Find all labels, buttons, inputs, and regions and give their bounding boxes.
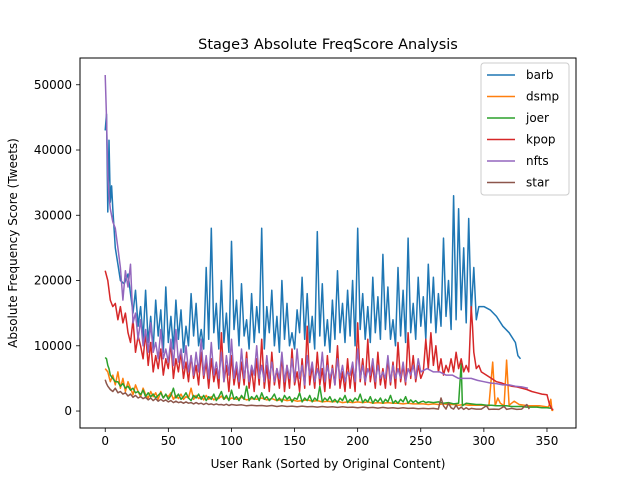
y-axis: 0 10000 20000 30000 40000 50000 bbox=[34, 78, 80, 418]
x-tick-label: 150 bbox=[283, 434, 306, 448]
y-axis-label: Absolute Frequency Score (Tweets) bbox=[6, 138, 20, 348]
legend-label-kpop: kpop bbox=[526, 133, 556, 147]
series-line-nfts bbox=[104, 74, 529, 389]
x-tick-label: 300 bbox=[472, 434, 495, 448]
series-line-kpop bbox=[104, 270, 554, 411]
x-axis-label: User Rank (Sorted by Original Content) bbox=[211, 457, 446, 471]
x-tick-label: 350 bbox=[536, 434, 559, 448]
x-axis: 0 50 100 150 200 250 300 350 bbox=[101, 428, 558, 448]
series-line-barb bbox=[104, 113, 522, 360]
legend-label-dsmp: dsmp bbox=[526, 90, 559, 104]
y-tick-label: 40000 bbox=[34, 143, 72, 157]
x-tick-label: 200 bbox=[346, 434, 369, 448]
legend-box bbox=[480, 62, 570, 196]
series-layer bbox=[104, 74, 554, 412]
x-tick-label: 250 bbox=[409, 434, 432, 448]
legend-label-nfts: nfts bbox=[526, 154, 549, 168]
y-tick-label: 10000 bbox=[34, 339, 72, 353]
y-tick-label: 50000 bbox=[34, 78, 72, 92]
plot-frame bbox=[79, 57, 577, 429]
x-tick-label: 100 bbox=[220, 434, 243, 448]
series-line-star bbox=[104, 379, 530, 411]
legend-label-barb: barb bbox=[526, 68, 554, 82]
series-line-joer bbox=[104, 356, 553, 410]
x-tick-label: 0 bbox=[101, 434, 109, 448]
y-tick-label: 0 bbox=[64, 404, 72, 418]
y-tick-label: 30000 bbox=[34, 208, 72, 222]
x-tick-label: 50 bbox=[161, 434, 176, 448]
y-tick-label: 20000 bbox=[34, 274, 72, 288]
chart-title: Stage3 Absolute FreqScore Analysis bbox=[198, 37, 458, 53]
legend: barb dsmp joer kpop nfts star bbox=[480, 62, 570, 196]
legend-label-joer: joer bbox=[525, 111, 549, 125]
legend-label-star: star bbox=[526, 176, 549, 190]
